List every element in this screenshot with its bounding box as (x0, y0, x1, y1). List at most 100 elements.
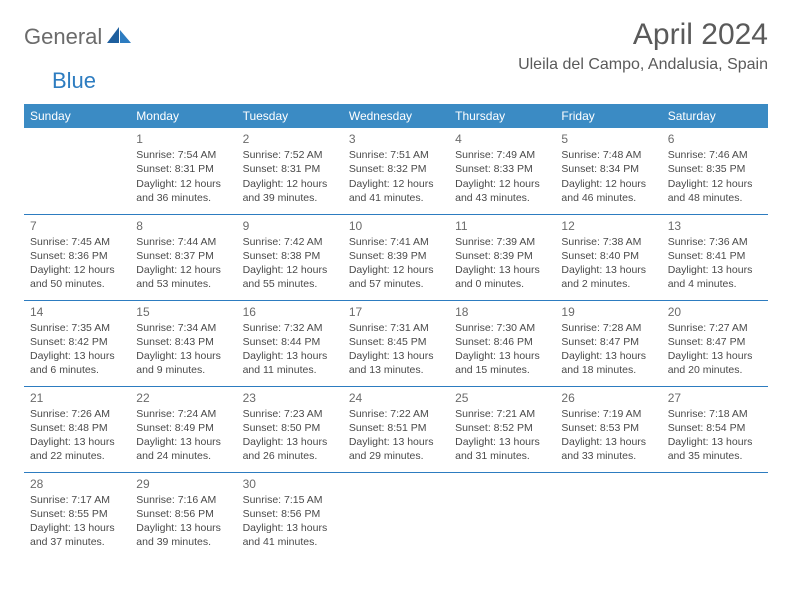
calendar-cell: 24Sunrise: 7:22 AMSunset: 8:51 PMDayligh… (343, 386, 449, 472)
weekday-header: Saturday (662, 104, 768, 128)
sunrise-text: Sunrise: 7:46 AM (668, 148, 762, 162)
calendar-cell: 14Sunrise: 7:35 AMSunset: 8:42 PMDayligh… (24, 300, 130, 386)
calendar-row: 28Sunrise: 7:17 AMSunset: 8:55 PMDayligh… (24, 472, 768, 558)
calendar-table: SundayMondayTuesdayWednesdayThursdayFrid… (24, 104, 768, 558)
location: Uleila del Campo, Andalusia, Spain (518, 56, 768, 74)
logo-sail-icon (106, 25, 132, 50)
sunset-text: Sunset: 8:34 PM (561, 162, 655, 176)
day-number: 28 (30, 476, 124, 492)
sunset-text: Sunset: 8:42 PM (30, 335, 124, 349)
calendar-cell: 13Sunrise: 7:36 AMSunset: 8:41 PMDayligh… (662, 214, 768, 300)
day-number: 15 (136, 304, 230, 320)
sunrise-text: Sunrise: 7:48 AM (561, 148, 655, 162)
sunrise-text: Sunrise: 7:19 AM (561, 407, 655, 421)
daylight-text: Daylight: 13 hours (30, 349, 124, 363)
sunrise-text: Sunrise: 7:54 AM (136, 148, 230, 162)
calendar-cell: 26Sunrise: 7:19 AMSunset: 8:53 PMDayligh… (555, 386, 661, 472)
calendar-cell: 22Sunrise: 7:24 AMSunset: 8:49 PMDayligh… (130, 386, 236, 472)
calendar-cell: 21Sunrise: 7:26 AMSunset: 8:48 PMDayligh… (24, 386, 130, 472)
calendar-cell-empty (555, 472, 661, 558)
daylight-text: and 46 minutes. (561, 191, 655, 205)
daylight-text: Daylight: 13 hours (136, 521, 230, 535)
daylight-text: and 31 minutes. (455, 449, 549, 463)
daylight-text: and 48 minutes. (668, 191, 762, 205)
calendar-cell: 3Sunrise: 7:51 AMSunset: 8:32 PMDaylight… (343, 128, 449, 214)
daylight-text: and 0 minutes. (455, 277, 549, 291)
daylight-text: Daylight: 12 hours (243, 177, 337, 191)
daylight-text: Daylight: 13 hours (455, 263, 549, 277)
weekday-header: Tuesday (237, 104, 343, 128)
daylight-text: Daylight: 13 hours (243, 349, 337, 363)
day-number: 18 (455, 304, 549, 320)
month-title: April 2024 (518, 18, 768, 52)
sunset-text: Sunset: 8:51 PM (349, 421, 443, 435)
sunset-text: Sunset: 8:46 PM (455, 335, 549, 349)
daylight-text: Daylight: 13 hours (668, 435, 762, 449)
calendar-row: 14Sunrise: 7:35 AMSunset: 8:42 PMDayligh… (24, 300, 768, 386)
daylight-text: and 50 minutes. (30, 277, 124, 291)
daylight-text: Daylight: 13 hours (349, 435, 443, 449)
sunset-text: Sunset: 8:55 PM (30, 507, 124, 521)
daylight-text: Daylight: 13 hours (243, 521, 337, 535)
day-number: 23 (243, 390, 337, 406)
daylight-text: Daylight: 13 hours (243, 435, 337, 449)
calendar-cell: 18Sunrise: 7:30 AMSunset: 8:46 PMDayligh… (449, 300, 555, 386)
daylight-text: and 39 minutes. (136, 535, 230, 549)
day-number: 5 (561, 131, 655, 147)
sunrise-text: Sunrise: 7:51 AM (349, 148, 443, 162)
calendar-header: SundayMondayTuesdayWednesdayThursdayFrid… (24, 104, 768, 128)
day-number: 4 (455, 131, 549, 147)
weekday-header: Thursday (449, 104, 555, 128)
daylight-text: and 57 minutes. (349, 277, 443, 291)
daylight-text: and 33 minutes. (561, 449, 655, 463)
day-number: 8 (136, 218, 230, 234)
sunset-text: Sunset: 8:39 PM (349, 249, 443, 263)
sunset-text: Sunset: 8:38 PM (243, 249, 337, 263)
sunrise-text: Sunrise: 7:16 AM (136, 493, 230, 507)
calendar-cell: 8Sunrise: 7:44 AMSunset: 8:37 PMDaylight… (130, 214, 236, 300)
sunset-text: Sunset: 8:39 PM (455, 249, 549, 263)
sunset-text: Sunset: 8:52 PM (455, 421, 549, 435)
daylight-text: and 36 minutes. (136, 191, 230, 205)
daylight-text: and 29 minutes. (349, 449, 443, 463)
daylight-text: Daylight: 13 hours (455, 435, 549, 449)
daylight-text: Daylight: 13 hours (349, 349, 443, 363)
calendar-cell: 16Sunrise: 7:32 AMSunset: 8:44 PMDayligh… (237, 300, 343, 386)
day-number: 19 (561, 304, 655, 320)
calendar-body: 1Sunrise: 7:54 AMSunset: 8:31 PMDaylight… (24, 128, 768, 558)
calendar-cell: 28Sunrise: 7:17 AMSunset: 8:55 PMDayligh… (24, 472, 130, 558)
sunrise-text: Sunrise: 7:23 AM (243, 407, 337, 421)
sunrise-text: Sunrise: 7:18 AM (668, 407, 762, 421)
sunset-text: Sunset: 8:49 PM (136, 421, 230, 435)
sunset-text: Sunset: 8:33 PM (455, 162, 549, 176)
daylight-text: Daylight: 13 hours (30, 521, 124, 535)
sunrise-text: Sunrise: 7:21 AM (455, 407, 549, 421)
daylight-text: and 13 minutes. (349, 363, 443, 377)
sunrise-text: Sunrise: 7:22 AM (349, 407, 443, 421)
daylight-text: and 26 minutes. (243, 449, 337, 463)
daylight-text: and 4 minutes. (668, 277, 762, 291)
daylight-text: and 15 minutes. (455, 363, 549, 377)
daylight-text: and 53 minutes. (136, 277, 230, 291)
logo-text-blue: Blue (52, 68, 96, 93)
weekday-header: Monday (130, 104, 236, 128)
day-number: 29 (136, 476, 230, 492)
daylight-text: Daylight: 13 hours (30, 435, 124, 449)
sunset-text: Sunset: 8:47 PM (668, 335, 762, 349)
day-number: 30 (243, 476, 337, 492)
sunrise-text: Sunrise: 7:28 AM (561, 321, 655, 335)
daylight-text: Daylight: 13 hours (561, 349, 655, 363)
daylight-text: and 35 minutes. (668, 449, 762, 463)
daylight-text: Daylight: 13 hours (455, 349, 549, 363)
day-number: 12 (561, 218, 655, 234)
daylight-text: and 20 minutes. (668, 363, 762, 377)
sunset-text: Sunset: 8:31 PM (136, 162, 230, 176)
weekday-header: Sunday (24, 104, 130, 128)
sunset-text: Sunset: 8:40 PM (561, 249, 655, 263)
daylight-text: and 24 minutes. (136, 449, 230, 463)
day-number: 14 (30, 304, 124, 320)
sunset-text: Sunset: 8:43 PM (136, 335, 230, 349)
daylight-text: Daylight: 13 hours (136, 435, 230, 449)
day-number: 26 (561, 390, 655, 406)
calendar-cell: 12Sunrise: 7:38 AMSunset: 8:40 PMDayligh… (555, 214, 661, 300)
